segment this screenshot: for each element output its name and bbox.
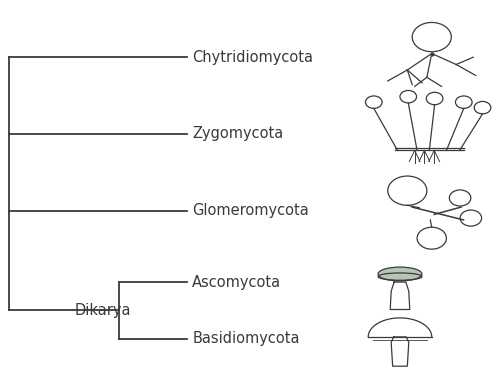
Text: Ascomycota: Ascomycota [192, 275, 281, 289]
Text: Basidiomycota: Basidiomycota [192, 331, 300, 346]
Text: Dikarya: Dikarya [75, 303, 132, 318]
Text: Glomeromycota: Glomeromycota [192, 203, 309, 218]
Ellipse shape [378, 267, 422, 281]
Text: Chytridiomycota: Chytridiomycota [192, 50, 313, 65]
Text: Zygomycota: Zygomycota [192, 126, 284, 141]
